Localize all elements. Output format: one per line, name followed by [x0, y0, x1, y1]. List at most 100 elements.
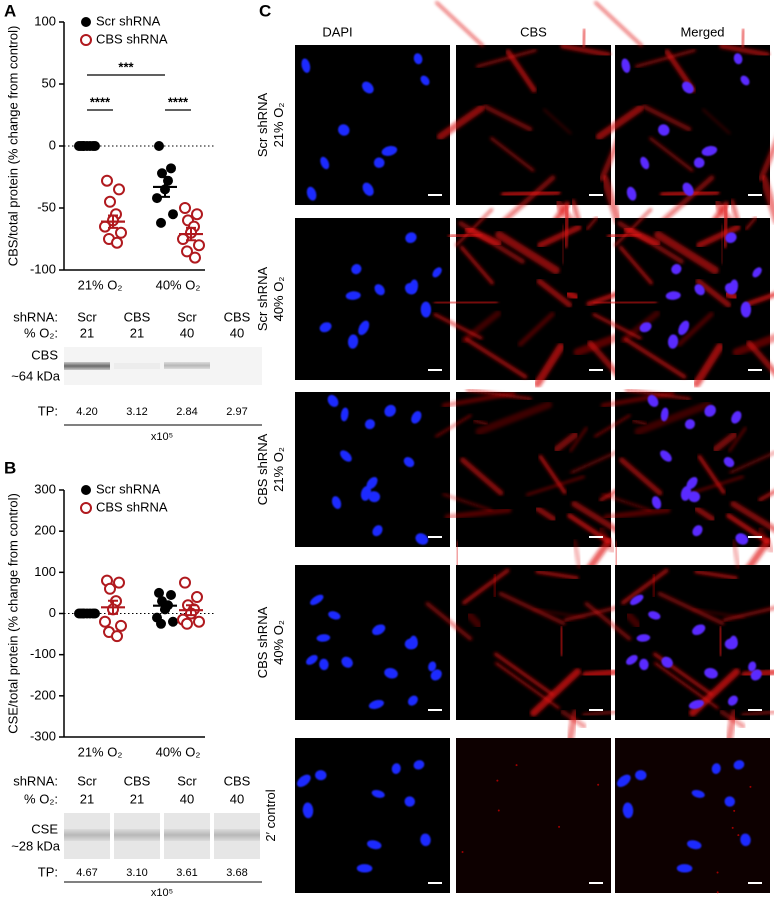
speckle: [737, 834, 740, 837]
y-tick-label: 50: [42, 75, 56, 90]
panel-label: B: [4, 458, 16, 477]
cell-body: [657, 591, 725, 626]
cell-body: [595, 104, 644, 141]
data-point: [166, 163, 176, 174]
lane-shrna: Scr: [177, 773, 197, 788]
nucleus: [651, 496, 662, 509]
cell-body: [587, 340, 623, 380]
cell-body: [592, 312, 642, 340]
y-tick-label: -100: [30, 646, 56, 661]
row-label-line: 21% O₂: [271, 447, 286, 492]
nucleus: [680, 486, 692, 501]
y-tick-label: 200: [34, 523, 56, 538]
blot-size: ~64 kDa: [11, 368, 61, 383]
cell-body: [455, 208, 494, 247]
cell-body: [571, 539, 583, 570]
panel-label: A: [4, 1, 16, 20]
nucleus: [723, 457, 735, 468]
speckle: [733, 809, 736, 812]
lane-shrna: CBS: [124, 773, 151, 788]
nucleus: [430, 669, 442, 681]
nucleus: [711, 763, 721, 775]
row-label: CBS shRNA40% O₂: [255, 606, 286, 678]
legend-marker: [81, 485, 91, 495]
nucleus: [368, 491, 381, 503]
micrograph-content: [592, 204, 774, 388]
nucleus: [403, 457, 415, 468]
cell-body: [741, 709, 774, 717]
nucleus: [306, 654, 318, 665]
blot-size: ~28 kDa: [11, 838, 61, 853]
cell-body: [444, 507, 512, 520]
speckle: [497, 809, 500, 812]
tp-value: 2.84: [176, 406, 197, 418]
nucleus: [420, 75, 430, 86]
micrograph: [433, 204, 649, 388]
cell-body: [464, 337, 528, 379]
nucleus: [665, 291, 681, 300]
cell-body: [634, 48, 696, 68]
cell-body: [702, 108, 731, 135]
cell-body: [517, 311, 555, 347]
nucleus: [692, 525, 703, 537]
legend-label: CBS shRNA: [96, 31, 168, 46]
tp-unit: x10⁵: [151, 431, 173, 443]
nucleus: [361, 81, 374, 94]
micrograph: [456, 738, 611, 893]
micrograph: [592, 204, 774, 388]
nucleus: [667, 334, 679, 349]
nucleus: [328, 611, 341, 620]
micrograph-bg: [295, 565, 450, 720]
nucleus: [364, 419, 375, 430]
cell-body: [490, 136, 535, 172]
blot-band: [114, 363, 160, 369]
legend-marker: [81, 17, 91, 27]
nucleus: [750, 669, 762, 681]
lane-o2: 21: [130, 325, 144, 340]
error-bar: [186, 604, 196, 617]
micrograph-bg: [456, 565, 611, 720]
nucleus: [740, 301, 752, 318]
row-label: CBS shRNA21% O₂: [255, 433, 286, 505]
micrograph-bg: [615, 738, 770, 893]
micrograph-content: [616, 760, 752, 894]
nucleus: [622, 802, 634, 819]
significance-label: ****: [168, 94, 189, 109]
column-header: Merged: [680, 24, 724, 39]
nucleus: [404, 283, 417, 295]
blot-band: [164, 362, 210, 369]
blot-band: [214, 829, 260, 841]
tp-value: 3.12: [126, 406, 147, 418]
nucleus: [338, 124, 350, 136]
micrograph-bg: [456, 392, 611, 547]
data-point: [191, 208, 203, 221]
lane-o2: 21: [130, 791, 144, 806]
speckle: [597, 783, 600, 786]
x-tick-label: 21% O₂: [78, 744, 123, 759]
nucleus: [420, 833, 431, 847]
micrograph: [295, 738, 450, 893]
nucleus: [630, 594, 644, 606]
cell-body: [436, 104, 485, 141]
data-point: [111, 236, 123, 249]
cell-body: [758, 140, 774, 182]
cell-body: [536, 278, 573, 308]
nucleus: [686, 477, 698, 490]
speckle: [558, 825, 561, 828]
nucleus: [340, 407, 349, 422]
blot-band: [64, 829, 110, 841]
lane-o2: 21: [80, 791, 94, 806]
nucleus: [626, 186, 637, 201]
nucleus: [733, 760, 745, 770]
lane-shrna: CBS: [224, 309, 251, 324]
nucleus: [687, 840, 702, 850]
nucleus: [671, 264, 682, 275]
nucleus: [704, 404, 716, 417]
x-tick-label: 40% O₂: [156, 277, 201, 292]
cell-body: [465, 611, 484, 630]
cell-body: [603, 507, 671, 520]
cell-body: [658, 175, 715, 225]
nucleus: [296, 774, 311, 787]
data-point: [154, 141, 164, 151]
nucleus: [301, 58, 311, 73]
